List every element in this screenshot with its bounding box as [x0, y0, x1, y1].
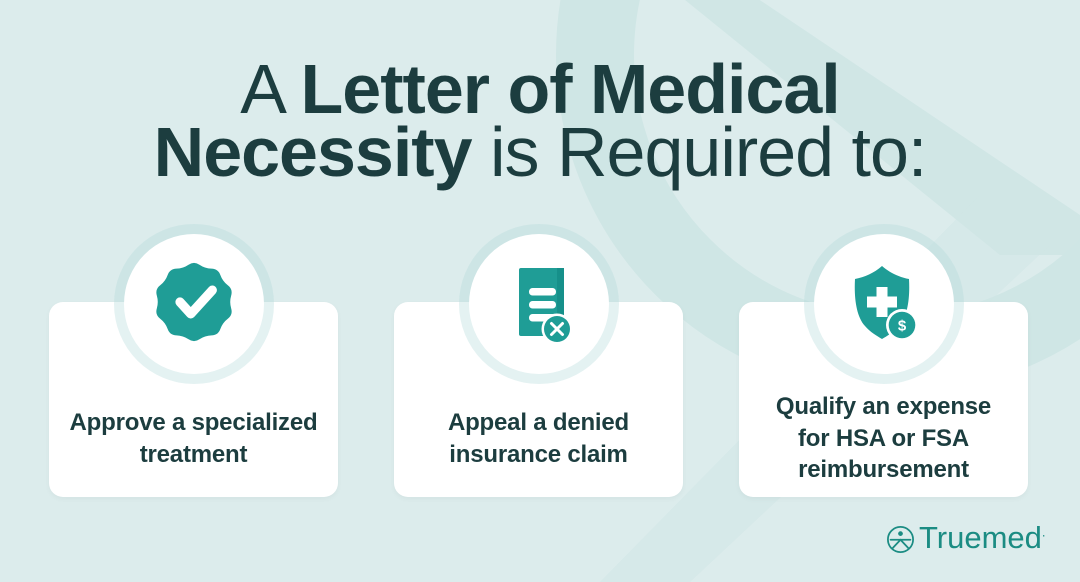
svg-text:$: $ [897, 318, 906, 335]
